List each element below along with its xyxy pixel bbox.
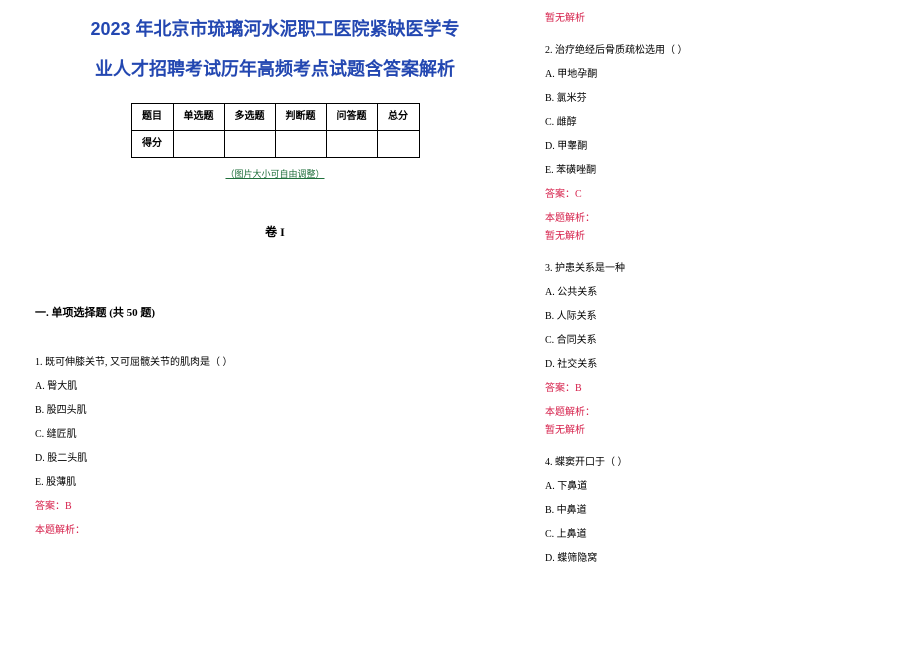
q2-answer: 答案：C: [545, 186, 885, 204]
title-line-1: 2023 年北京市琉璃河水泥职工医院紧缺医学专: [90, 19, 459, 39]
hdr-5: 总分: [377, 104, 419, 131]
q4-stem: 4. 蝶窦开口于（ ）: [545, 454, 885, 472]
q3-opt-d: D. 社交关系: [545, 356, 885, 374]
doc-title: 2023 年北京市琉璃河水泥职工医院紧缺医学专 业人才招聘考试历年高频考点试题含…: [35, 10, 515, 89]
q2-explain-text: 暂无解析: [545, 228, 885, 246]
q1-opt-d: D. 股二头肌: [35, 450, 515, 468]
q2-stem: 2. 治疗绝经后骨质疏松选用（ ）: [545, 42, 885, 60]
hdr-3: 判断题: [275, 104, 326, 131]
hdr-1: 单选题: [173, 104, 224, 131]
hdr-4: 问答题: [326, 104, 377, 131]
volume-label: 卷 I: [35, 222, 515, 244]
q1-opt-b: B. 股四头肌: [35, 402, 515, 420]
table-row: 得分: [131, 131, 419, 158]
q2-explain-label: 本题解析：: [545, 210, 885, 228]
q3-explain-text: 暂无解析: [545, 422, 885, 440]
q1-opt-e: E. 股薄肌: [35, 474, 515, 492]
q3-opt-c: C. 合同关系: [545, 332, 885, 350]
q2-opt-e: E. 苯磺唑酮: [545, 162, 885, 180]
resize-note: （图片大小可自由调整）: [35, 166, 515, 182]
title-line-2: 业人才招聘考试历年高频考点试题含答案解析: [95, 59, 455, 79]
q2-opt-c: C. 雌醇: [545, 114, 885, 132]
q3-answer: 答案：B: [545, 380, 885, 398]
q4-opt-b: B. 中鼻道: [545, 502, 885, 520]
score-table: 题目 单选题 多选题 判断题 问答题 总分 得分: [131, 103, 420, 158]
right-column: 暂无解析 2. 治疗绝经后骨质疏松选用（ ） A. 甲地孕酮 B. 氯米芬 C.…: [530, 10, 900, 641]
q1-explain-text: 暂无解析: [545, 10, 885, 28]
q3-stem: 3. 护患关系是一种: [545, 260, 885, 278]
q4-opt-a: A. 下鼻道: [545, 478, 885, 496]
q3-explain-label: 本题解析：: [545, 404, 885, 422]
q3-opt-b: B. 人际关系: [545, 308, 885, 326]
q4-opt-d: D. 蝶筛隐窝: [545, 550, 885, 568]
q4-opt-c: C. 上鼻道: [545, 526, 885, 544]
q2-opt-a: A. 甲地孕酮: [545, 66, 885, 84]
q3-opt-a: A. 公共关系: [545, 284, 885, 302]
q2-opt-b: B. 氯米芬: [545, 90, 885, 108]
q1-answer: 答案：B: [35, 498, 515, 516]
hdr-2: 多选题: [224, 104, 275, 131]
table-row: 题目 单选题 多选题 判断题 问答题 总分: [131, 104, 419, 131]
hdr-0: 题目: [131, 104, 173, 131]
q1-opt-c: C. 缝匠肌: [35, 426, 515, 444]
q1-explain-label: 本题解析：: [35, 522, 515, 540]
q2-opt-d: D. 甲睾酮: [545, 138, 885, 156]
q1-opt-a: A. 臀大肌: [35, 378, 515, 396]
q1-stem: 1. 既可伸膝关节, 又可屈髋关节的肌肉是（ ）: [35, 354, 515, 372]
section-1-title: 一. 单项选择题 (共 50 题): [35, 304, 515, 324]
row-label: 得分: [131, 131, 173, 158]
left-column: 2023 年北京市琉璃河水泥职工医院紧缺医学专 业人才招聘考试历年高频考点试题含…: [20, 10, 530, 641]
